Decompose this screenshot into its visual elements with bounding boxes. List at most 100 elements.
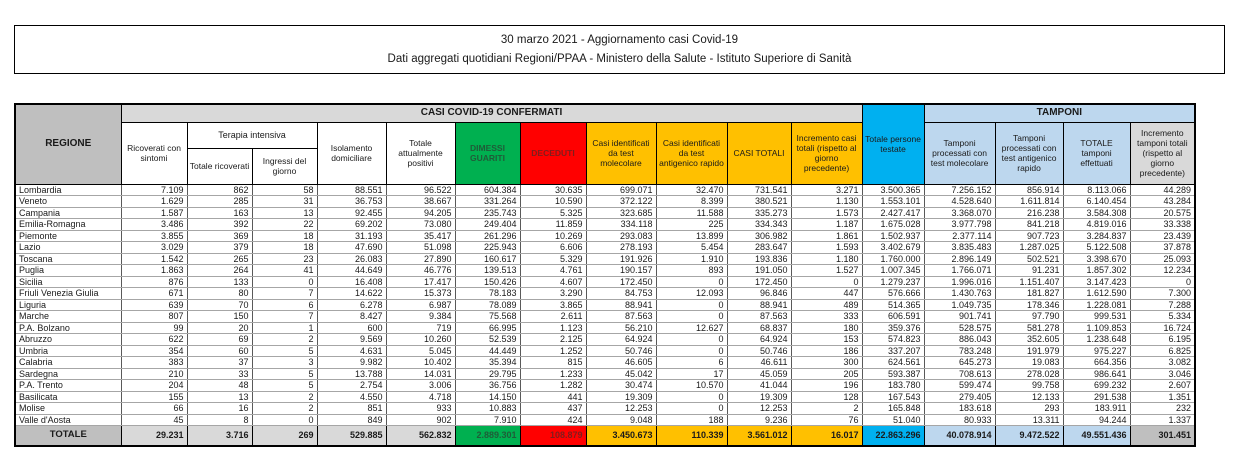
value-cell: 193.836	[726, 252, 792, 265]
region-name: Piemonte	[14, 229, 122, 242]
value-cell: 43.284	[1129, 195, 1196, 208]
value-cell: 12.253	[585, 402, 657, 415]
value-cell: 933	[385, 402, 456, 415]
value-cell: 52.539	[454, 333, 521, 346]
value-cell: 4.550	[316, 390, 387, 403]
region-name: Molise	[14, 402, 122, 415]
table-row: Sardegna 210 33 5 13.788 14.031 29.795 1.233 45.…	[14, 367, 1196, 380]
value-cell: 1.287.025	[994, 241, 1064, 254]
total-value-cell: 29.231	[120, 425, 188, 446]
value-cell: 1.337	[1129, 413, 1196, 426]
value-cell: 183.618	[923, 402, 996, 415]
value-cell: 593.387	[861, 367, 925, 380]
value-cell: 172.450	[726, 275, 792, 288]
col-header-regione: REGIONE	[14, 103, 122, 185]
value-cell: 35.417	[385, 229, 456, 242]
col-header-tamponi-antigenico: Tamponi processati con test antigenico r…	[994, 121, 1064, 185]
region-name: Friuli Venezia Giulia	[14, 287, 122, 300]
value-cell: 0	[655, 298, 728, 311]
region-name: Puglia	[14, 264, 122, 277]
value-cell: 31.193	[316, 229, 387, 242]
value-cell: 8.427	[316, 310, 387, 323]
total-value-cell: 40.078.914	[923, 425, 996, 446]
value-cell: 181.827	[994, 287, 1064, 300]
value-cell: 18	[251, 229, 318, 242]
value-cell: 16	[186, 402, 253, 415]
group-header-tamponi: TAMPONI	[923, 103, 1196, 123]
value-cell: 35.394	[454, 356, 521, 369]
value-cell: 1.151.407	[994, 275, 1064, 288]
value-cell: 4.607	[519, 275, 587, 288]
value-cell: 708.613	[923, 367, 996, 380]
value-cell: 27.890	[385, 252, 456, 265]
value-cell: 1.351	[1129, 390, 1196, 403]
value-cell: 0	[1129, 275, 1196, 288]
value-cell: 3.398.670	[1062, 252, 1131, 265]
value-cell: 78.089	[454, 298, 521, 311]
value-cell: 2.377.114	[923, 229, 996, 242]
value-cell: 671	[120, 287, 188, 300]
region-name: Veneto	[14, 195, 122, 208]
value-cell: 1.760.000	[861, 252, 925, 265]
value-cell: 2	[251, 390, 318, 403]
value-cell: 3.402.679	[861, 241, 925, 254]
value-cell: 11.859	[519, 218, 587, 231]
value-cell: 278.028	[994, 367, 1064, 380]
value-cell: 624.561	[861, 356, 925, 369]
value-cell: 188	[655, 413, 728, 426]
value-cell: 13	[251, 206, 318, 219]
region-name: Lombardia	[14, 183, 122, 196]
col-header-dimessi-guariti: DIMESSI GUARITI	[454, 121, 521, 185]
value-cell: 514.365	[861, 298, 925, 311]
value-cell: 851	[316, 402, 387, 415]
value-cell: 3.290	[519, 287, 587, 300]
value-cell: 265	[186, 252, 253, 265]
value-cell: 323.685	[585, 206, 657, 219]
value-cell: 7.910	[454, 413, 521, 426]
value-cell: 80.933	[923, 413, 996, 426]
value-cell: 26.083	[316, 252, 387, 265]
value-cell: 2.125	[519, 333, 587, 346]
col-header-totale-persone-testate: Totale persone testate	[861, 103, 925, 185]
table-row: P.A. Trento 204 48 5 2.754 3.006 36.756 1.282 30…	[14, 379, 1196, 392]
value-cell: 210	[120, 367, 188, 380]
value-cell: 7.256.152	[923, 183, 996, 196]
value-cell: 10.269	[519, 229, 587, 242]
value-cell: 4.819.016	[1062, 218, 1131, 231]
value-cell: 73.080	[385, 218, 456, 231]
value-cell: 1.233	[519, 367, 587, 380]
value-cell: 0	[655, 275, 728, 288]
value-cell: 0	[655, 310, 728, 323]
value-cell: 0	[790, 275, 863, 288]
value-cell: 19.309	[585, 390, 657, 403]
region-name: Toscana	[14, 252, 122, 265]
value-cell: 441	[519, 390, 587, 403]
value-cell: 163	[186, 206, 253, 219]
value-cell: 986.641	[1062, 367, 1131, 380]
value-cell: 69	[186, 333, 253, 346]
value-cell: 8.113.066	[1062, 183, 1131, 196]
table-row: Liguria 639 70 6 6.278 6.987 78.089 3.865 88.941…	[14, 298, 1196, 311]
value-cell: 0	[655, 344, 728, 357]
value-cell: 51.040	[861, 413, 925, 426]
value-cell: 9.384	[385, 310, 456, 323]
value-cell: 8.399	[655, 195, 728, 208]
value-cell: 0	[251, 413, 318, 426]
value-cell: 293.083	[585, 229, 657, 242]
value-cell: 48	[186, 379, 253, 392]
value-cell: 191.926	[585, 252, 657, 265]
value-cell: 5.325	[519, 206, 587, 219]
value-cell: 2	[251, 402, 318, 415]
value-cell: 6	[251, 298, 318, 311]
value-cell: 901.741	[923, 310, 996, 323]
value-cell: 9.048	[585, 413, 657, 426]
value-cell: 1.228.081	[1062, 298, 1131, 311]
value-cell: 699.071	[585, 183, 657, 196]
value-cell: 191.979	[994, 344, 1064, 357]
value-cell: 2.754	[316, 379, 387, 392]
total-value-cell: 269	[251, 425, 318, 446]
value-cell: 7	[251, 287, 318, 300]
value-cell: 225.943	[454, 241, 521, 254]
value-cell: 334.343	[726, 218, 792, 231]
value-cell: 10.260	[385, 333, 456, 346]
